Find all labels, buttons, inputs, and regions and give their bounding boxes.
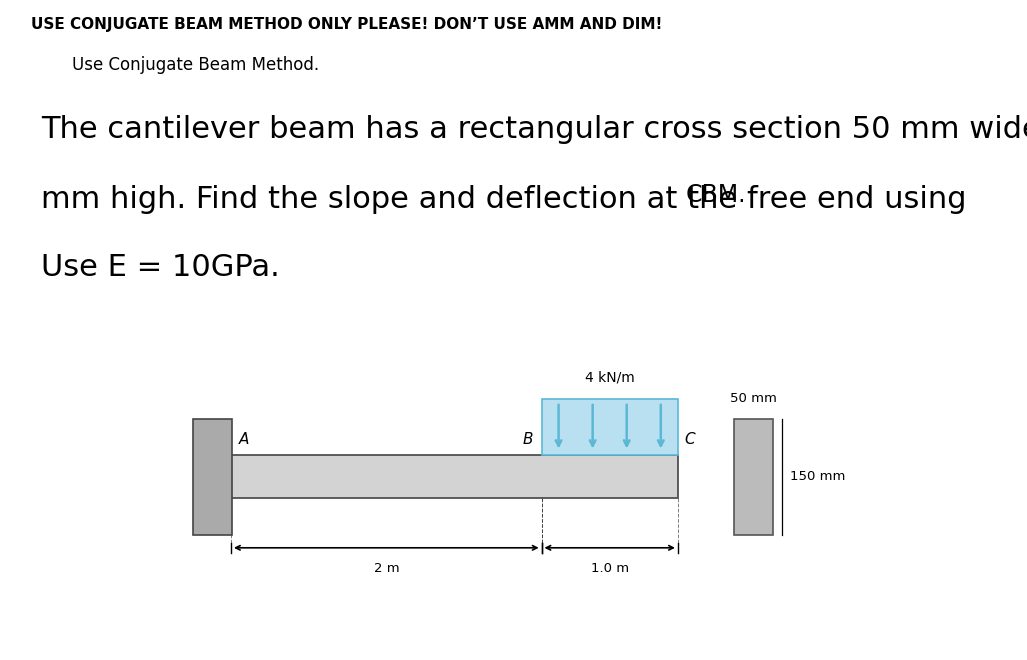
Text: 2 m: 2 m (374, 562, 400, 576)
Text: Use E = 10GPa.: Use E = 10GPa. (41, 253, 279, 282)
Bar (541, 399, 678, 455)
Text: The cantilever beam has a rectangular cross section 50 mm wide and 150: The cantilever beam has a rectangular cr… (41, 115, 1027, 145)
Text: A: A (239, 432, 250, 447)
Text: 4 kN/m: 4 kN/m (584, 371, 635, 385)
Text: CBM.: CBM. (686, 183, 747, 207)
Text: mm high. Find the slope and deflection at the free end using: mm high. Find the slope and deflection a… (41, 185, 966, 214)
Text: 150 mm: 150 mm (790, 471, 845, 483)
Bar (734, 419, 773, 535)
Text: Use Conjugate Beam Method.: Use Conjugate Beam Method. (72, 56, 319, 74)
Text: 50 mm: 50 mm (730, 391, 777, 405)
Text: USE CONJUGATE BEAM METHOD ONLY PLEASE! DON’T USE AMM AND DIM!: USE CONJUGATE BEAM METHOD ONLY PLEASE! D… (31, 16, 662, 32)
Text: 1.0 m: 1.0 m (591, 562, 629, 576)
Text: C: C (684, 432, 694, 447)
Bar (193, 419, 232, 535)
Bar (231, 455, 678, 498)
Text: B: B (523, 432, 533, 447)
